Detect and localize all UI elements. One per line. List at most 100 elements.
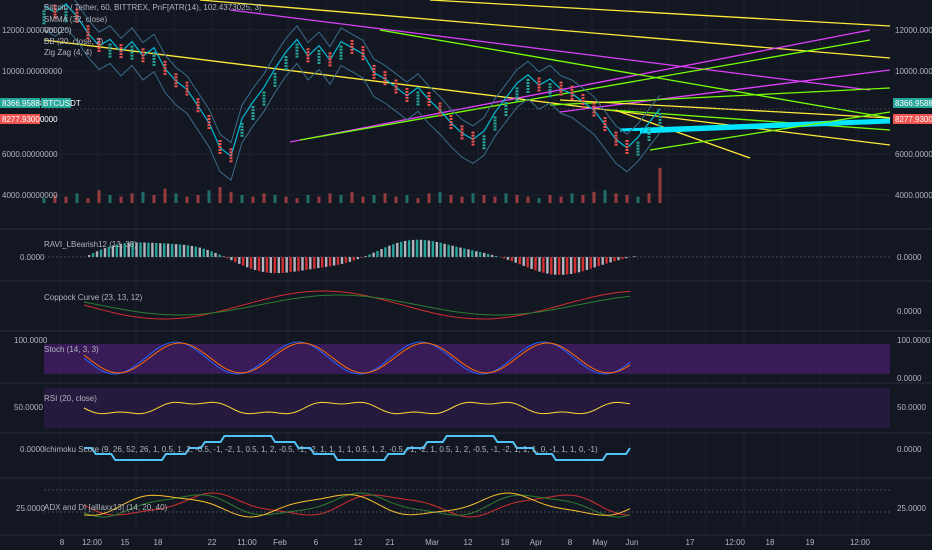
ravi-bar — [234, 257, 237, 263]
ravi-bar — [364, 256, 367, 257]
pane-separators — [0, 108, 932, 536]
pnf-box — [471, 143, 475, 146]
pnf-box — [108, 43, 112, 46]
ravi-bar — [344, 257, 348, 263]
pnf-box — [350, 42, 354, 45]
x-tick: Mar — [425, 538, 439, 547]
pnf-box — [130, 48, 134, 51]
pnf-box — [526, 79, 530, 81]
pnf-box — [350, 48, 354, 51]
pnf-box — [317, 49, 321, 52]
volume-bar — [405, 195, 409, 203]
pnf-box — [548, 83, 552, 86]
pnf-box — [471, 134, 475, 137]
volume-bar — [240, 195, 244, 203]
ravi-bar — [605, 257, 608, 264]
pnf-box — [240, 131, 244, 134]
pnf-box — [361, 58, 365, 61]
pnf-box — [229, 148, 233, 151]
adx-line — [83, 492, 631, 518]
volume-bar — [284, 196, 288, 203]
pnf-box — [548, 92, 552, 95]
indicator-label-vol: Vol (20) — [44, 26, 72, 35]
pnf-box — [361, 55, 365, 58]
pnf-box — [449, 127, 453, 129]
pnf-box — [251, 109, 255, 112]
pnf-box — [130, 45, 134, 48]
pnf-box — [251, 118, 255, 121]
volume-bar — [636, 196, 640, 203]
pnf-box — [317, 52, 321, 55]
pnf-box — [383, 77, 387, 80]
ravi-bar — [242, 257, 245, 266]
x-tick: May — [592, 538, 607, 547]
volume-bar — [416, 198, 420, 203]
pnf-box — [438, 111, 442, 114]
ravi-bar — [372, 252, 375, 257]
pnf-box — [141, 54, 145, 57]
pane-right-tick: 100.0000 — [897, 336, 931, 345]
pnf-box — [559, 93, 563, 96]
pnf-box — [328, 61, 332, 64]
ravi-bar — [328, 257, 332, 267]
ravi-bar — [115, 244, 118, 257]
ravi-bar — [174, 244, 178, 257]
right-y-tick: 10000.00000000 — [895, 67, 932, 76]
pnf-box — [647, 133, 651, 135]
pnf-box — [42, 19, 46, 22]
pnf-box — [75, 11, 79, 14]
pnf-box — [460, 137, 464, 140]
ravi-bar — [475, 251, 478, 257]
trendline — [229, 9, 871, 91]
pnf-box — [482, 135, 486, 138]
ravi-bar — [577, 257, 581, 273]
trendline — [614, 109, 751, 159]
volume-bar — [350, 191, 354, 203]
pnf-box — [163, 72, 167, 75]
ravi-bar — [111, 245, 115, 257]
pnf-box — [625, 140, 629, 142]
pnf-box — [130, 54, 134, 57]
pnf-box — [295, 49, 299, 52]
volume-bar — [603, 190, 607, 203]
pnf-box — [185, 81, 189, 84]
volume-bar — [251, 196, 255, 203]
pnf-box — [493, 125, 497, 128]
pnf-box — [174, 79, 178, 82]
ichimoku-line — [84, 435, 631, 461]
pane-right-tick: 50.0000 — [897, 403, 926, 412]
volume-bar — [339, 195, 343, 203]
ravi-bar — [388, 245, 391, 257]
x-tick: 21 — [386, 538, 395, 547]
volume-bar — [119, 196, 123, 203]
x-tick: 18 — [766, 538, 775, 547]
ravi-bar — [569, 257, 573, 274]
ravi-bar — [542, 257, 545, 273]
pnf-box — [130, 51, 134, 54]
x-axis[interactable]: 8 12:00 15 18 22 11:00 Feb 6 12 21 Mar 12 18 Apr 8 May J… — [60, 538, 871, 547]
pnf-box — [603, 129, 607, 132]
pnf-box — [97, 43, 101, 46]
pnf-box — [449, 124, 453, 126]
coppock-line — [83, 290, 631, 320]
pnf-box — [119, 47, 123, 50]
pnf-box — [647, 130, 651, 132]
right-y-tick: 12000.00000000 — [895, 26, 932, 35]
ravi-bar — [159, 243, 162, 257]
pnf-box — [273, 81, 277, 84]
pnf-box — [438, 114, 442, 117]
right-y-tick: 6000.00000000 — [895, 150, 932, 159]
ravi-bar — [554, 257, 557, 275]
pnf-box — [658, 118, 662, 121]
pnf-box — [636, 153, 640, 156]
ravi-bar — [490, 254, 494, 257]
pnf-box — [427, 98, 431, 100]
pnf-box — [119, 44, 123, 47]
ravi-bar — [455, 246, 458, 257]
ravi-bar — [285, 257, 288, 273]
pnf-box — [592, 102, 596, 105]
pnf-box — [75, 17, 79, 20]
pnf-box — [306, 57, 310, 60]
